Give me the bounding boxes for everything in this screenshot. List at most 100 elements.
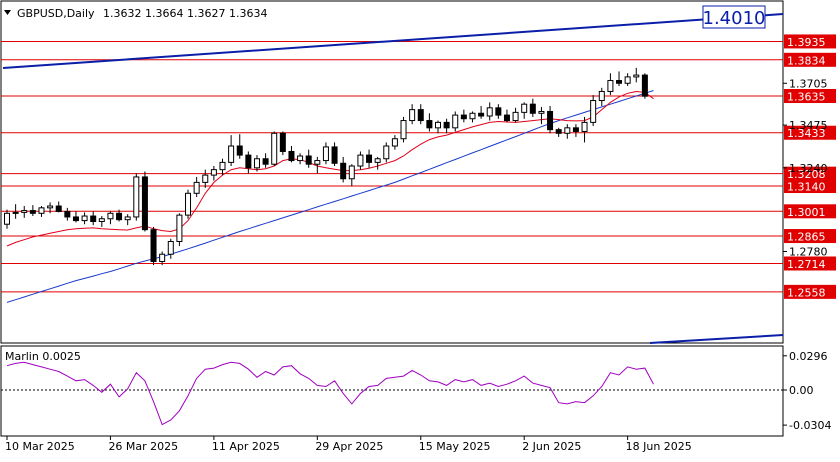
candle-bull — [12, 211, 19, 214]
level-badge-label: 1.3001 — [787, 206, 826, 219]
level-badge-label: 1.3834 — [787, 54, 826, 67]
candle-bear — [141, 176, 148, 231]
candle-bull — [607, 80, 614, 92]
ma-red-line — [6, 90, 654, 247]
level-badge — [784, 179, 836, 194]
upper-trend-line — [2, 13, 784, 69]
candle-bear — [236, 145, 243, 156]
candle-bear — [55, 205, 62, 212]
candle-bear — [443, 121, 450, 129]
candle-bear — [641, 74, 648, 97]
candle-bull — [38, 207, 45, 214]
level-badge — [784, 166, 836, 181]
candle-bear — [288, 150, 295, 162]
level-badge-label: 1.3208 — [787, 168, 826, 181]
annotation-label: 1.4010 — [703, 8, 766, 29]
level-badge-label: 1.3433 — [787, 127, 826, 140]
candle-bear — [64, 210, 71, 218]
candle-bull — [598, 90, 605, 102]
candle-bear — [417, 109, 424, 122]
level-badge-label: 1.3935 — [787, 36, 826, 49]
candle-bear — [616, 80, 623, 84]
candle-bull — [219, 161, 226, 171]
candle-bull — [590, 100, 597, 123]
candle-bull — [348, 165, 355, 180]
date-axis: 10 Mar 2025 26 Mar 2025 11 Apr 2025 29 Apr … — [5, 436, 692, 453]
candle-bull — [4, 212, 10, 225]
candle-bear — [460, 114, 467, 120]
date-label: 18 Jun 2025 — [626, 440, 692, 453]
candle-bull — [98, 218, 105, 222]
level-badge — [784, 125, 836, 140]
candle-bull — [314, 160, 321, 165]
candle-bull — [383, 145, 390, 160]
candle-bear — [245, 154, 252, 169]
price-tick-label: 1.3705 — [789, 77, 828, 90]
marlin-line — [6, 361, 654, 426]
indicator-label: Marlin 0.0025 — [5, 350, 81, 363]
level-badge — [784, 229, 836, 244]
candle-bull — [297, 155, 304, 162]
candle-bull — [228, 145, 235, 163]
candle-bull — [124, 216, 131, 221]
candle-bull — [538, 110, 545, 114]
candle-bull — [81, 215, 88, 222]
candle-bear — [495, 107, 502, 116]
candle-bear — [150, 229, 157, 263]
candle-bull — [185, 192, 192, 216]
candle-bull — [21, 210, 28, 213]
candle-bear — [116, 212, 123, 221]
candle-bull — [512, 111, 519, 122]
level-badge-label: 1.2714 — [787, 258, 826, 271]
candle-bear — [478, 112, 485, 117]
osc-tick-label: 0.0296 — [789, 350, 828, 363]
candle-bull — [47, 205, 54, 209]
candle-bull — [435, 121, 441, 129]
level-badge-label: 1.3140 — [787, 181, 826, 194]
candle-bull — [633, 74, 640, 78]
candle-bull — [271, 132, 278, 165]
candle-bear — [72, 216, 79, 222]
date-label: 10 Mar 2025 — [5, 440, 75, 453]
level-badge — [784, 204, 836, 219]
candle-bear — [279, 132, 286, 152]
osc-tick-label: -0.0304 — [789, 419, 831, 432]
level-badge-label: 1.2865 — [787, 231, 826, 244]
candle-bull — [193, 181, 200, 194]
candle-bull — [159, 253, 166, 263]
level-badge-label: 1.3635 — [787, 91, 826, 104]
date-label: 2 Jun 2025 — [522, 440, 581, 453]
lower-trend-line — [649, 334, 784, 344]
collapse-triangle-icon[interactable] — [4, 10, 11, 15]
candle-bull — [357, 154, 364, 167]
candle-bear — [547, 110, 554, 131]
candle-bull — [210, 169, 217, 176]
date-label: 11 Apr 2025 — [212, 440, 280, 453]
candle-bear — [331, 146, 338, 164]
candle-bear — [503, 114, 510, 122]
candle-bull — [400, 120, 407, 140]
candles — [4, 67, 648, 266]
candle-bear — [426, 120, 433, 129]
candle-bull — [253, 158, 260, 169]
marlin-oscillator: 0.0296 0.00 -0.0304 — [1, 350, 831, 432]
price-tick-label: 1.3475 — [789, 119, 828, 132]
trend-lines — [2, 13, 784, 344]
candle-bull — [176, 214, 183, 242]
candle-bear — [555, 129, 562, 134]
candle-bear — [529, 103, 536, 114]
annotation-box[interactable] — [702, 5, 766, 29]
candle-bull — [133, 176, 140, 218]
candle-bear — [340, 162, 347, 180]
candle-bear — [29, 210, 36, 214]
candle-bear — [572, 127, 579, 132]
level-badge — [784, 284, 836, 299]
ma-blue-line — [6, 90, 654, 303]
level-badge-label: 1.2558 — [787, 286, 826, 299]
level-badge — [784, 34, 836, 49]
main-pane-border — [0, 0, 784, 344]
candle-bull — [469, 112, 476, 120]
